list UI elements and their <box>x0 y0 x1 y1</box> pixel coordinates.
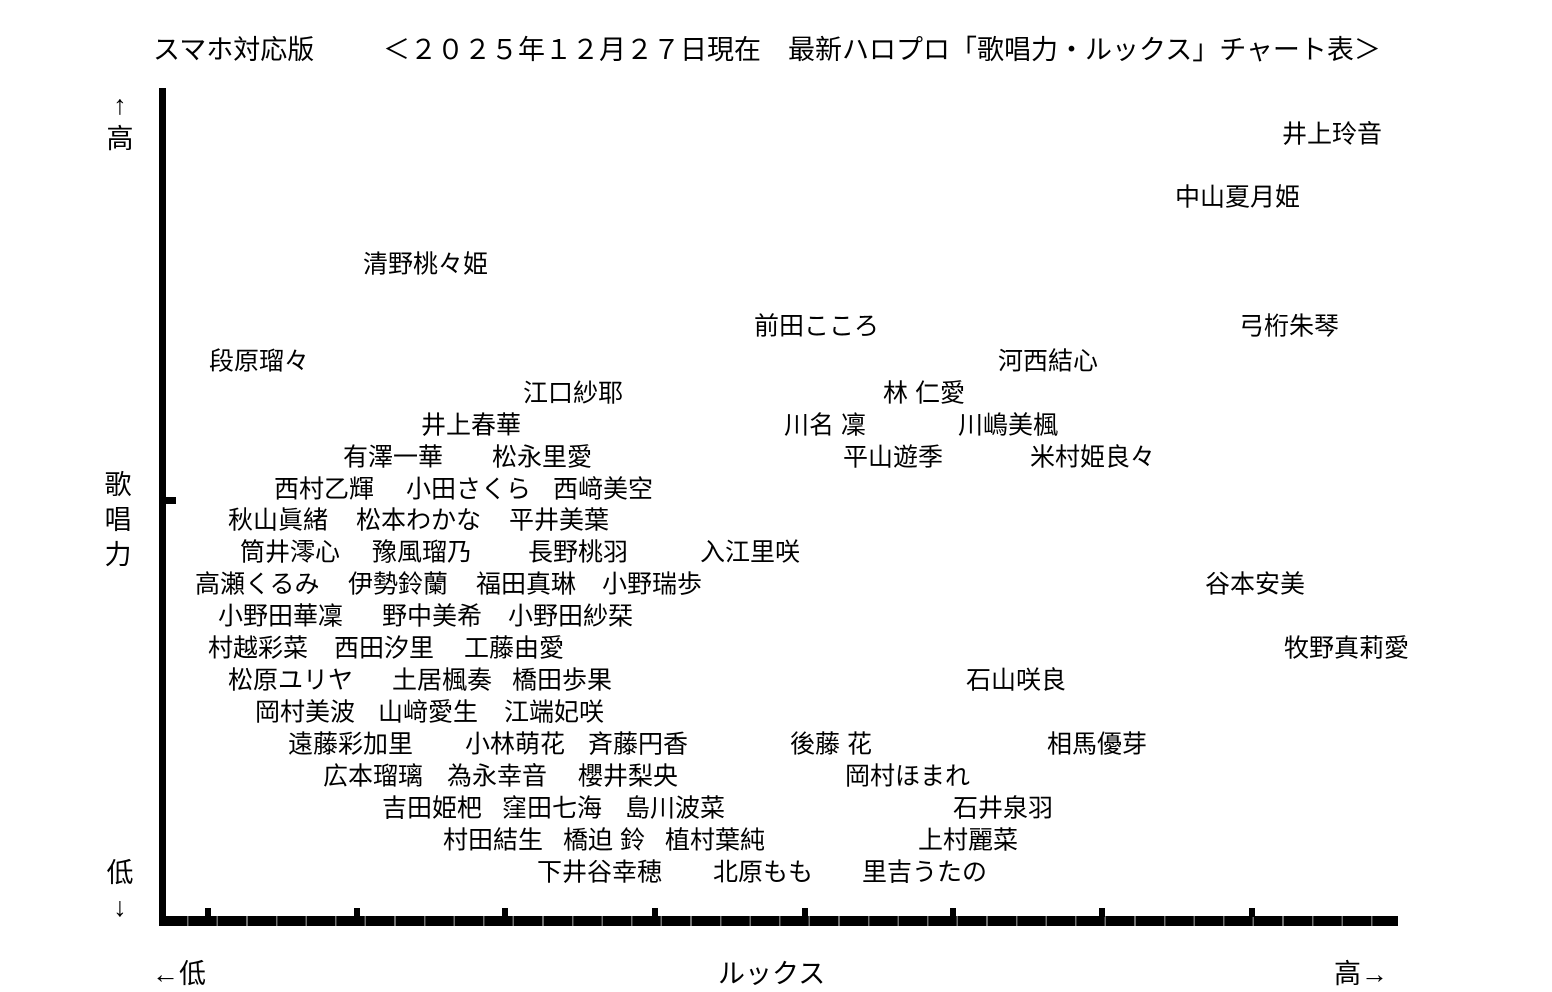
member-label: 川名 凜 <box>784 411 866 440</box>
member-label: 石井泉羽 <box>953 794 1054 823</box>
member-label: 工藤由愛 <box>464 634 565 663</box>
member-label: 秋山眞緒 <box>228 506 329 535</box>
y-axis-low-label: 低↓ <box>106 858 134 922</box>
member-label: 橋迫 鈴 <box>563 826 645 855</box>
member-label: 弓桁朱琴 <box>1239 312 1340 341</box>
member-label: 清野桃々姫 <box>363 250 489 279</box>
member-label: 福田真琳 <box>476 570 577 599</box>
member-label: 松本わかな <box>356 506 482 535</box>
member-label: 橋田歩果 <box>512 666 613 695</box>
member-label: 石山咲良 <box>966 666 1067 695</box>
member-label: 吉田姫杷 <box>382 794 483 823</box>
x-axis-tick <box>354 908 360 917</box>
member-label: 遠藤彩加里 <box>288 730 414 759</box>
y-axis-title: 歌唱力 <box>104 470 132 570</box>
x-axis-title: ルックス <box>718 959 826 989</box>
member-label: 里吉うたの <box>862 858 988 887</box>
chart-title: ＜２０２５年１２月２７日現在 最新ハロプロ「歌唱力・ルックス」チャート表＞ <box>383 35 1381 65</box>
member-label: 山﨑愛生 <box>378 698 479 727</box>
y-axis-line <box>159 88 166 926</box>
y-axis-high-label: ↑高 <box>106 90 134 154</box>
x-axis-tick <box>205 908 211 917</box>
member-label: 河西結心 <box>998 347 1099 376</box>
member-label: 松原ユリヤ <box>228 666 354 695</box>
x-axis-high-label: 高→ <box>1334 959 1388 989</box>
member-label: 後藤 花 <box>790 730 872 759</box>
member-label: 窪田七海 <box>502 794 603 823</box>
member-label: 松永里愛 <box>492 443 593 472</box>
member-label: 西﨑美空 <box>553 475 654 504</box>
member-label: 島川波菜 <box>625 794 726 823</box>
x-axis-line <box>159 916 1398 926</box>
member-label: 谷本安美 <box>1205 570 1306 599</box>
member-label: 川嶋美楓 <box>958 411 1059 440</box>
member-label: 長野桃羽 <box>528 538 629 567</box>
member-label: 上村麗菜 <box>918 826 1019 855</box>
member-label: 豫風瑠乃 <box>372 538 473 567</box>
member-label: 平山遊季 <box>843 443 944 472</box>
x-axis-tick <box>950 908 956 917</box>
member-label: 井上玲音 <box>1282 120 1383 149</box>
member-label: 小野田紗栞 <box>508 602 634 631</box>
x-axis-tick <box>1249 908 1255 917</box>
member-label: 有澤一華 <box>343 443 444 472</box>
title-prefix: スマホ対応版 <box>153 35 315 65</box>
member-label: 小野田華凜 <box>218 602 344 631</box>
x-axis-tick <box>802 908 808 917</box>
member-label: 米村姫良々 <box>1030 443 1156 472</box>
member-label: 段原瑠々 <box>209 347 310 376</box>
member-label: 林 仁愛 <box>883 379 965 408</box>
member-label: 江端妃咲 <box>504 698 605 727</box>
member-label: 小田さくら <box>406 475 532 504</box>
member-label: 広本瑠璃 <box>323 762 424 791</box>
member-label: 入江里咲 <box>700 538 801 567</box>
member-label: 小林萌花 <box>465 730 566 759</box>
x-axis-tick <box>652 908 658 917</box>
member-label: 野中美希 <box>382 602 483 631</box>
x-axis-low-label: ←低 <box>152 959 206 989</box>
member-label: 中山夏月姫 <box>1175 183 1301 212</box>
member-label: 土居楓奏 <box>392 666 493 695</box>
member-label: 斉藤円香 <box>588 730 689 759</box>
member-label: 西村乙輝 <box>274 475 375 504</box>
x-axis-tick <box>502 908 508 917</box>
member-label: 櫻井梨央 <box>578 762 679 791</box>
member-label: 筒井澪心 <box>240 538 341 567</box>
member-label: 相馬優芽 <box>1047 730 1148 759</box>
member-label: 西田汐里 <box>334 634 435 663</box>
member-label: 北原もも <box>713 858 814 887</box>
member-label: 岡村美波 <box>255 698 356 727</box>
member-label: 下井谷幸穂 <box>537 858 663 887</box>
member-label: 江口紗耶 <box>523 379 624 408</box>
member-label: 前田こころ <box>754 312 880 341</box>
member-label: 植村葉純 <box>665 826 766 855</box>
member-label: 為永幸音 <box>447 762 548 791</box>
member-label: 伊勢鈴蘭 <box>348 570 449 599</box>
member-label: 岡村ほまれ <box>845 762 971 791</box>
member-label: 平井美葉 <box>509 506 610 535</box>
member-label: 井上春華 <box>421 411 522 440</box>
member-label: 牧野真莉愛 <box>1284 634 1410 663</box>
member-label: 村越彩菜 <box>208 634 309 663</box>
member-label: 小野瑞歩 <box>602 570 703 599</box>
member-label: 村田結生 <box>443 826 544 855</box>
y-axis-tick <box>159 497 176 504</box>
member-label: 高瀬くるみ <box>195 570 320 599</box>
x-axis-tick <box>1099 908 1105 917</box>
